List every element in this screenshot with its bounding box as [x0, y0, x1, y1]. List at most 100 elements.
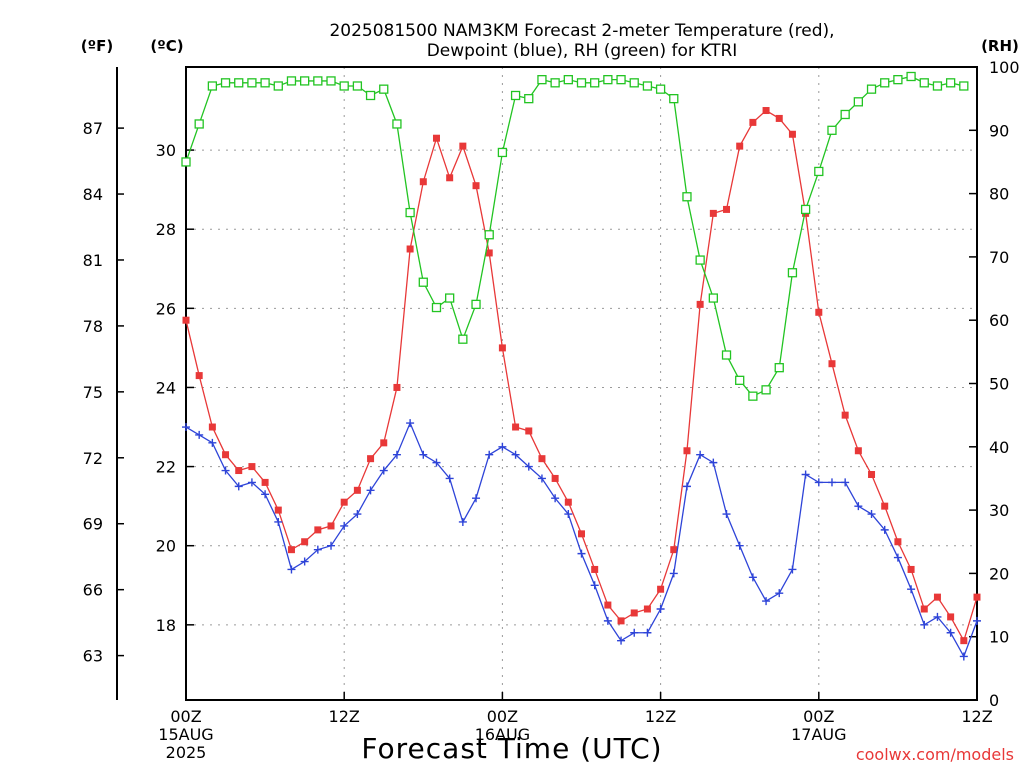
rh-point — [669, 94, 679, 104]
temperature-point — [195, 372, 203, 380]
dewpoint-point — [511, 450, 520, 459]
rh-point — [800, 204, 811, 215]
rh-point — [563, 75, 573, 85]
temperature-point — [525, 427, 533, 435]
rh-point — [181, 157, 191, 167]
rh-tick-label: 90 — [989, 121, 1009, 140]
rh-point — [313, 76, 323, 86]
temperature-point — [683, 447, 691, 455]
temperature-point — [248, 463, 256, 471]
dewpoint-point — [893, 553, 902, 562]
temperature-point — [551, 474, 559, 482]
dewpoint-point — [735, 541, 744, 550]
rh-axis-unit: (RH) — [981, 37, 1019, 55]
dewpoint-point — [300, 557, 309, 566]
x-tick-label: 12Z — [645, 707, 676, 726]
rh-point — [326, 76, 336, 86]
rh-point — [629, 78, 639, 88]
dewpoint-point — [287, 565, 296, 574]
rh-point — [880, 78, 890, 88]
rh-point — [590, 78, 600, 88]
temperature-point — [617, 617, 625, 625]
rh-point — [603, 75, 613, 85]
rh-point — [655, 84, 666, 94]
temperature-point — [960, 637, 968, 645]
rh-point — [932, 81, 943, 91]
rh-point — [814, 166, 824, 177]
rh-point — [418, 277, 428, 287]
dewpoint-point — [788, 565, 797, 574]
dewpoint-point — [617, 636, 626, 645]
dewpoint-point — [366, 486, 375, 495]
temperature-point — [340, 498, 348, 506]
celsius-tick-label: 24 — [156, 378, 176, 397]
rh-point — [273, 81, 283, 91]
fahrenheit-tick-label: 78 — [83, 317, 103, 336]
dewpoint-point — [841, 478, 850, 487]
fahrenheit-axis-unit: (ºF) — [81, 37, 113, 55]
temperature-point — [459, 142, 467, 150]
rh-point — [695, 255, 705, 265]
rh-point — [866, 84, 877, 94]
temperature-point — [709, 209, 717, 217]
rh-point — [893, 75, 903, 85]
dewpoint-point — [722, 510, 731, 519]
dewpoint-point — [577, 549, 586, 558]
celsius-tick-label: 22 — [156, 458, 176, 477]
temperature-point — [578, 530, 585, 538]
rh-tick-label: 100 — [989, 58, 1020, 77]
chart-series — [181, 71, 981, 661]
temperature-point — [894, 538, 902, 546]
temperature-point — [393, 383, 401, 391]
temperature-point — [591, 565, 599, 573]
temperature-point — [933, 593, 941, 601]
rh-tick-label: 80 — [989, 185, 1009, 204]
rh-point — [959, 81, 969, 91]
temperature-point — [446, 174, 454, 182]
rh-point — [339, 81, 349, 91]
temperature-point — [657, 585, 665, 593]
dewpoint-point — [907, 585, 916, 594]
rh-point — [365, 90, 376, 101]
dewpoint-point — [973, 616, 981, 625]
rh-point — [721, 350, 732, 360]
rh-point — [550, 78, 560, 88]
temperature-point — [327, 522, 335, 530]
temperature-point — [235, 467, 243, 475]
temperature-point — [472, 182, 480, 190]
dewpoint-point — [880, 525, 889, 534]
chart-axes — [116, 66, 978, 701]
temperature-point — [287, 546, 295, 554]
rh-point — [234, 78, 244, 88]
temperature-point — [432, 134, 440, 142]
rh-point — [774, 363, 784, 373]
rh-point — [247, 78, 257, 88]
celsius-tick-label: 18 — [156, 616, 176, 635]
dewpoint-point — [603, 616, 612, 625]
x-tick-sublabel: 17AUG — [791, 725, 846, 744]
temperature-point — [485, 249, 493, 257]
temperature-point — [406, 245, 414, 253]
celsius-tick-label: 30 — [156, 141, 176, 160]
rh-point — [392, 119, 402, 129]
dewpoint-point — [959, 652, 968, 661]
rh-point — [853, 97, 863, 107]
dewpoint-point — [261, 490, 270, 499]
fahrenheit-tick-label: 84 — [83, 185, 103, 204]
temperature-point — [367, 455, 375, 463]
series-dewpoint — [182, 419, 981, 661]
temperature-point — [828, 360, 836, 368]
rh-point — [445, 293, 455, 303]
temperature-point — [208, 423, 216, 431]
dewpoint-point — [445, 474, 454, 483]
dewpoint-point — [867, 510, 876, 519]
temperature-point — [538, 455, 546, 463]
rh-tick-label: 30 — [989, 501, 1009, 520]
rh-tick-label: 70 — [989, 248, 1009, 267]
rh-point — [945, 78, 956, 88]
chart-title-line-1: 2025081500 NAM3KM Forecast 2-meter Tempe… — [329, 21, 834, 41]
fahrenheit-tick-label: 81 — [83, 251, 103, 270]
rh-point — [207, 81, 218, 91]
x-tick-label: 00Z — [487, 707, 518, 726]
